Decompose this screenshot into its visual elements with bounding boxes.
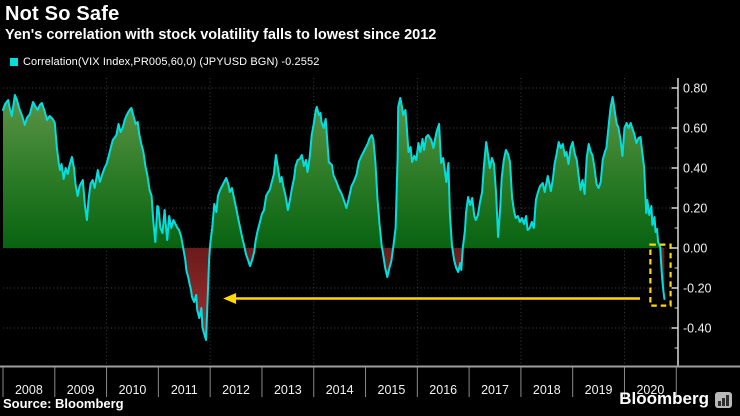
x-tick-label: 2014 <box>326 383 354 397</box>
legend: Correlation(VIX Index,PR005,60,0) (JPYUS… <box>10 56 319 68</box>
chart-subtitle: Yen's correlation with stock volatility … <box>5 27 437 43</box>
chart-title: Not So Safe <box>5 3 120 25</box>
x-tick-label: 2010 <box>119 383 147 397</box>
y-axis: 0.80 0.60 0.40 0.20 0.00 -0.20 -0.40 <box>671 78 712 367</box>
x-tick-label: 2017 <box>481 383 509 397</box>
y-tick-label: 0.80 <box>683 82 707 96</box>
x-tick-label: 2018 <box>533 383 561 397</box>
area-positive <box>3 95 665 248</box>
bloomberg-brand-text: Bloomberg <box>619 389 709 408</box>
annotations <box>223 243 672 307</box>
x-tick-label: 2015 <box>378 383 406 397</box>
y-tick-label: -0.40 <box>683 322 712 336</box>
x-tick-label: 2013 <box>274 383 302 397</box>
y-tick-label: 0.20 <box>683 202 707 216</box>
x-tick-label: 2008 <box>15 383 43 397</box>
arrowhead-left-icon <box>223 293 237 304</box>
y-tick-label: 0.40 <box>683 162 707 176</box>
legend-swatch-icon <box>10 58 18 66</box>
x-tick-label: 2016 <box>429 383 457 397</box>
source-credit: Source: Bloomberg <box>3 396 124 411</box>
x-axis: 2008 2009 2010 2011 2012 2013 2014 2015 2016 2017… <box>0 365 740 397</box>
bloomberg-logo-icon <box>715 392 732 408</box>
y-tick-label: 0.00 <box>683 242 707 256</box>
x-tick-label: 2019 <box>585 383 613 397</box>
highlight-dashed-box <box>649 243 672 307</box>
x-tick-label: 2012 <box>222 383 250 397</box>
y-tick-label: 0.60 <box>683 122 707 136</box>
bloomberg-wordmark: Bloomberg <box>619 390 732 408</box>
y-tick-label: -0.20 <box>683 282 712 296</box>
x-tick-label: 2009 <box>67 383 95 397</box>
correlation-line <box>2 94 666 341</box>
x-tick-label: 2020 <box>636 383 664 397</box>
x-tick-label: 2011 <box>171 383 198 397</box>
legend-label: Correlation(VIX Index,PR005,60,0) (JPYUS… <box>23 56 320 68</box>
